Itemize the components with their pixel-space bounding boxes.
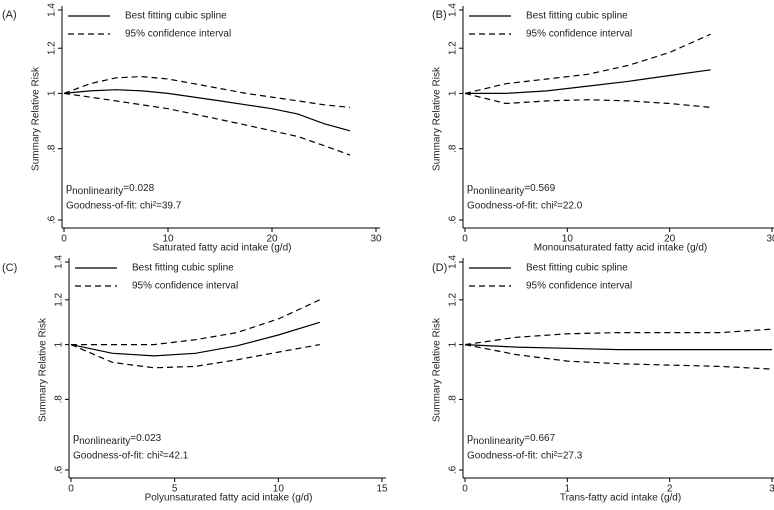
x-tick-label: 10 [162, 234, 174, 245]
p-value: =0.569 [524, 183, 555, 194]
p-symbol: p [66, 182, 72, 194]
p-symbol: p [467, 182, 473, 194]
x-tick-label: 0 [462, 484, 468, 495]
p-symbol: p [467, 432, 473, 444]
x-axis-label: Monounsaturated fatty acid intake (g/d) [534, 243, 707, 254]
p-value: =0.667 [524, 433, 555, 444]
y-tick-label: .8 [54, 395, 65, 404]
spline-line [70, 321, 320, 357]
panel: (B) .6 .8 1 1.2 1.4 0 10 20 30 Monounsaturated fat… [432, 3, 774, 254]
y-tick-label: .8 [47, 144, 58, 153]
y-tick-label: .8 [448, 144, 459, 153]
ci-line [63, 92, 351, 156]
x-tick-label: 0 [61, 234, 67, 245]
legend-label: 95% confidence interval [526, 281, 632, 292]
x-axis-label: Trans-fatty acid intake (g/d) [560, 493, 681, 504]
legend-label: 95% confidence interval [132, 281, 238, 292]
panel-label: (C) [2, 262, 17, 274]
fit-annotation: Goodness-of-fit: chi²=27.3 [467, 451, 583, 462]
x-tick-label: 1 [565, 484, 571, 495]
y-tick-label: 1.2 [448, 292, 459, 306]
spline-line [63, 89, 351, 132]
p-subscript: nonlinearity [473, 186, 524, 197]
p-value: =0.028 [123, 183, 154, 194]
panel: (D) .6 .8 1 1.2 1.4 0 1 2 3 Trans-fatty acid intak… [432, 255, 774, 504]
ci-line [464, 33, 711, 94]
y-tick-label: 1.4 [448, 3, 459, 17]
x-tick-label: 20 [664, 234, 676, 245]
x-tick-label: 20 [266, 234, 278, 245]
panel: (C) .6 .8 1 1.2 1.4 0 5 10 15 Polyunsaturated fatt… [2, 255, 388, 504]
y-tick-label: 1 [54, 341, 65, 347]
y-tick-label: .8 [448, 395, 459, 404]
y-tick-label: 1 [47, 90, 58, 96]
y-tick-label: 1.4 [54, 255, 65, 269]
y-tick-label: .6 [54, 465, 65, 474]
p-value: =0.023 [130, 433, 161, 444]
fit-annotation: Goodness-of-fit: chi²=42.1 [73, 451, 189, 462]
p-annotation: pnonlinearity=0.569 [467, 182, 556, 197]
y-tick-label: 1 [448, 90, 459, 96]
y-tick-label: .6 [448, 465, 459, 474]
ci-line [464, 92, 711, 108]
x-tick-label: 10 [562, 234, 574, 245]
legend-label: Best fitting cubic spline [132, 263, 234, 274]
y-tick-label: 1.2 [47, 41, 58, 55]
x-tick-label: 0 [68, 484, 74, 495]
ci-line [71, 299, 321, 346]
x-tick-label: 30 [766, 234, 774, 245]
y-tick-label: .6 [448, 215, 459, 224]
ci-line [464, 328, 773, 346]
x-tick-label: 5 [172, 484, 178, 495]
panel-label: (D) [432, 262, 447, 274]
p-annotation: pnonlinearity=0.028 [66, 182, 155, 197]
y-tick-label: 1.4 [47, 3, 58, 17]
x-axis-label: Saturated fatty acid intake (g/d) [153, 243, 292, 254]
panel-label: (A) [2, 9, 17, 21]
legend-label: 95% confidence interval [526, 29, 632, 40]
p-subscript: nonlinearity [72, 186, 123, 197]
y-tick-label: 1.2 [54, 292, 65, 306]
x-axis-label: Polyunsaturated fatty acid intake (g/d) [145, 493, 313, 504]
y-axis-label: Summary Relative Risk [38, 317, 49, 422]
spline-line [465, 69, 711, 94]
y-tick-label: .6 [47, 215, 58, 224]
fit-annotation: Goodness-of-fit: chi²=39.7 [66, 201, 182, 212]
y-axis-label: Summary Relative Risk [432, 66, 443, 171]
p-subscript: nonlinearity [79, 436, 130, 447]
y-axis-label: Summary Relative Risk [432, 317, 443, 422]
x-tick-label: 0 [462, 234, 468, 245]
y-axis-label: Summary Relative Risk [31, 66, 42, 171]
ci-line [70, 344, 320, 369]
legend-label: Best fitting cubic spline [125, 11, 227, 22]
spline-line [464, 344, 772, 351]
fit-annotation: Goodness-of-fit: chi²=22.0 [467, 201, 583, 212]
x-tick-label: 3 [769, 484, 774, 495]
legend-label: 95% confidence interval [125, 29, 231, 40]
ci-line [63, 75, 351, 108]
x-tick-label: 15 [376, 484, 388, 495]
x-tick-label: 10 [273, 484, 285, 495]
p-annotation: pnonlinearity=0.023 [73, 432, 162, 447]
panel-label: (B) [432, 9, 447, 21]
p-subscript: nonlinearity [473, 436, 524, 447]
y-tick-label: 1 [448, 341, 459, 347]
panel: (A) .6 .8 1 1.2 1.4 0 10 20 30 Saturated fatty aci… [2, 3, 382, 254]
p-annotation: pnonlinearity=0.667 [467, 432, 556, 447]
y-tick-label: 1.4 [448, 255, 459, 269]
legend-label: Best fitting cubic spline [526, 11, 628, 22]
legend-label: Best fitting cubic spline [526, 263, 628, 274]
p-symbol: p [73, 432, 79, 444]
y-tick-label: 1.2 [448, 41, 459, 55]
ci-line [464, 344, 773, 370]
x-tick-label: 2 [667, 484, 673, 495]
x-tick-label: 30 [370, 234, 382, 245]
